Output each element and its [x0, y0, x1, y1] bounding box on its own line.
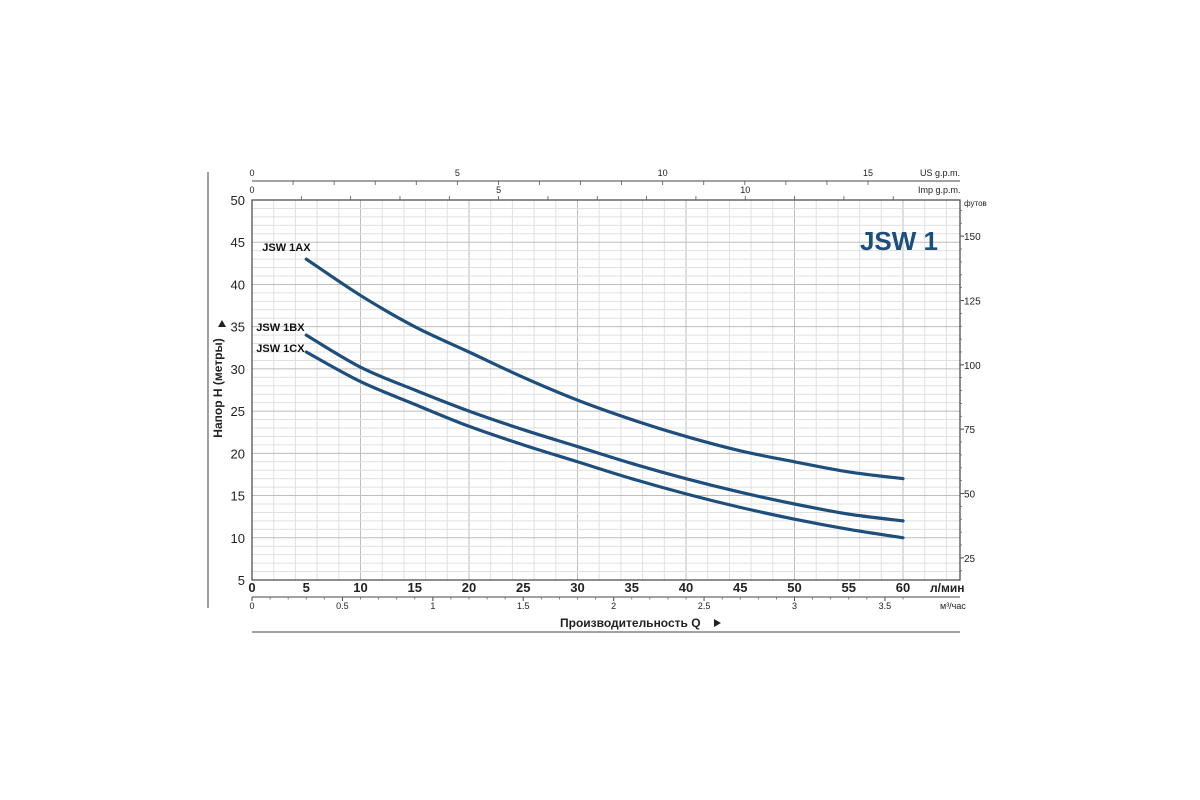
x-tick-label: 30	[570, 580, 584, 595]
imp-gpm-tick-label: 5	[496, 185, 501, 195]
y-tick-label: 45	[231, 235, 245, 250]
chart-title: JSW 1	[860, 226, 938, 256]
m3h-tick-label: 3	[792, 601, 797, 611]
y-tick-label: 30	[231, 362, 245, 377]
y-tick-label: 10	[231, 531, 245, 546]
feet-tick-label: 100	[964, 361, 981, 372]
y-axis-arrow-icon	[218, 320, 226, 327]
us-gpm-tick-label: 5	[455, 168, 460, 178]
x-tick-label: 40	[679, 580, 693, 595]
y-tick-label: 20	[231, 446, 245, 461]
imp-gpm-unit-label: Imp g.p.m.	[918, 185, 961, 195]
y-tick-label: 40	[231, 277, 245, 292]
m3h-tick-label: 3.5	[879, 601, 892, 611]
us-gpm-tick-label: 10	[658, 168, 668, 178]
x-tick-label: 15	[408, 580, 422, 595]
x-tick-label: 20	[462, 580, 476, 595]
y-tick-label: 50	[231, 193, 245, 208]
x-tick-label: 45	[733, 580, 747, 595]
x-axis-unit: л/мин	[930, 581, 964, 595]
x-tick-label: 60	[896, 580, 910, 595]
series-label: JSW 1AX	[262, 242, 311, 254]
x-tick-label: 0	[248, 580, 255, 595]
us-gpm-tick-label: 0	[249, 168, 254, 178]
m3h-tick-label: 2	[611, 601, 616, 611]
y-tick-label: 35	[231, 320, 245, 335]
chart-frame	[207, 172, 961, 633]
feet-tick-label: 150	[964, 232, 981, 243]
x-axis-arrow-icon	[714, 619, 721, 627]
chart-curves	[304, 257, 905, 540]
m3h-tick-label: 0	[249, 601, 254, 611]
imp-gpm-tick-label: 0	[249, 185, 254, 195]
us-gpm-tick-label: 15	[863, 168, 873, 178]
m3h-tick-label: 2.5	[698, 601, 711, 611]
x-tick-label: 55	[842, 580, 856, 595]
y-axis-label: Напор H (метры)	[211, 338, 225, 437]
m3h-tick-label: 0.5	[336, 601, 349, 611]
feet-unit-label: футов	[964, 199, 987, 208]
m3h-unit-label: м³/час	[940, 601, 966, 611]
series-line-jsw-1cx	[304, 350, 905, 540]
x-tick-label: 5	[303, 580, 310, 595]
us-gpm-unit-label: US g.p.m.	[920, 168, 960, 178]
x-tick-label: 10	[353, 580, 367, 595]
imp-gpm-tick-label: 10	[740, 185, 750, 195]
x-axis-label: Производительность Q	[560, 616, 701, 630]
y-tick-label: 15	[231, 489, 245, 504]
m3h-tick-label: 1	[430, 601, 435, 611]
series-label: JSW 1BX	[256, 322, 305, 334]
feet-tick-label: 50	[964, 490, 976, 501]
feet-tick-label: 125	[964, 296, 981, 307]
series-line-jsw-1ax	[304, 257, 905, 481]
feet-tick-label: 25	[964, 554, 976, 565]
x-tick-label: 25	[516, 580, 530, 595]
x-tick-label: 35	[625, 580, 639, 595]
x-tick-label: 50	[787, 580, 801, 595]
y-tick-label: 5	[238, 573, 245, 588]
chart-grid	[251, 199, 960, 581]
plot-border	[251, 199, 961, 581]
chart-labels: JSW 1AX JSW 1BX JSW 1CX	[256, 242, 311, 355]
series-line-jsw-1bx	[304, 333, 905, 523]
series-label: JSW 1CX	[256, 343, 305, 355]
feet-tick-label: 75	[964, 425, 976, 436]
y-tick-label: 25	[231, 404, 245, 419]
m3h-tick-label: 1.5	[517, 601, 530, 611]
